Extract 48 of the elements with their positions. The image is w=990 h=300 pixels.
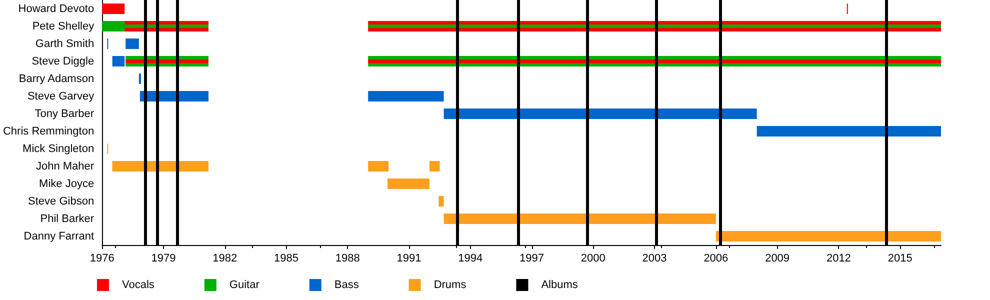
y-tick-label: Pete Shelley: [32, 20, 95, 32]
bar: [368, 161, 389, 172]
y-tick-label: John Maher: [36, 160, 94, 172]
legend-label: Albums: [541, 279, 578, 291]
bar: [102, 4, 125, 14]
y-tick-label: Phil Barker: [40, 212, 94, 225]
x-tick-label: 1994: [458, 252, 483, 264]
legend-label: Vocals: [122, 279, 155, 291]
y-tick-label: Steve Diggle: [32, 55, 94, 68]
y-tick-label: Danny Farrant: [24, 230, 94, 242]
y-tick-label: Steve Garvey: [27, 90, 95, 102]
bar: [368, 91, 444, 102]
x-tick-label: 2009: [765, 252, 790, 264]
bar: [112, 56, 125, 66]
y-tick-label: Howard Devoto: [18, 2, 94, 15]
bar: [368, 24, 941, 28]
x-tick-label: 1988: [335, 252, 360, 264]
bar: [716, 231, 941, 242]
x-tick-label: 1976: [90, 252, 114, 264]
y-tick-label: Mike Joyce: [39, 178, 94, 190]
bar: [756, 126, 941, 136]
y-tick-label: Barry Adamson: [18, 72, 94, 85]
legend-label: Bass: [334, 279, 360, 291]
x-tick-label: 1979: [151, 252, 176, 264]
x-tick-label: 1991: [396, 252, 422, 264]
bar: [126, 38, 139, 49]
x-tick-label: 2000: [580, 252, 606, 264]
y-tick-label: Mick Singleton: [22, 142, 94, 155]
bar: [438, 196, 444, 206]
legend-label: Drums: [434, 279, 467, 291]
y-tick-label: Tony Barber: [34, 108, 94, 120]
x-tick-label: 2012: [826, 252, 851, 264]
bar: [429, 161, 440, 172]
y-tick-label: Steve Gibson: [28, 195, 94, 208]
bar: [444, 214, 716, 224]
x-tick-label: 1997: [520, 252, 544, 264]
x-tick-label: 2006: [704, 252, 728, 264]
x-tick-label: 2003: [642, 252, 667, 264]
legend-label: Guitar: [229, 279, 260, 291]
y-tick-label: Garth Smith: [35, 38, 94, 50]
x-tick-label: 1985: [274, 252, 298, 264]
x-tick-label: 1982: [212, 252, 238, 264]
bar: [112, 161, 208, 172]
bar: [444, 108, 757, 119]
x-tick-label: 2015: [888, 252, 912, 264]
bar: [388, 178, 430, 189]
y-tick-label: Chris Remmington: [2, 125, 94, 138]
bar: [368, 60, 941, 63]
